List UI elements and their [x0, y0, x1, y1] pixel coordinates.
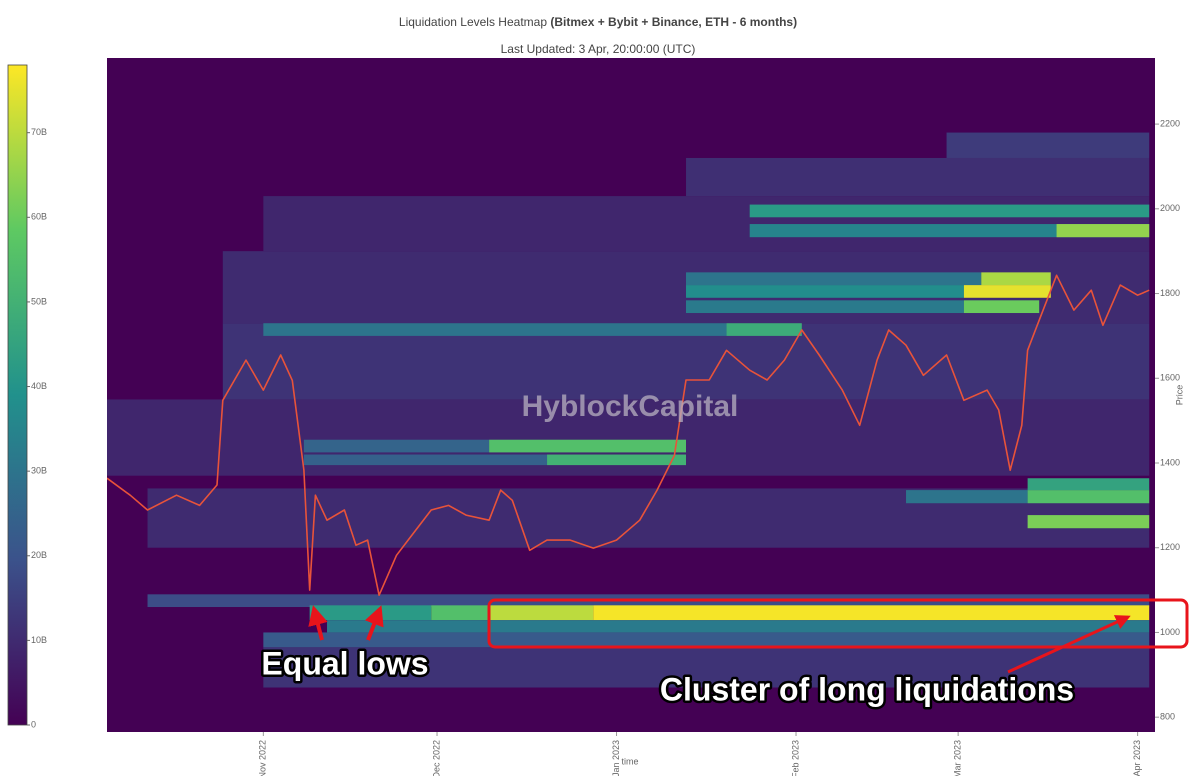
heatmap-cell — [263, 647, 1150, 688]
heatmap-cell — [726, 323, 802, 336]
colorbar-tick-label: 40B — [31, 381, 47, 391]
heatmap-cell — [963, 285, 1051, 298]
heatmap-cell — [1056, 224, 1150, 238]
colorbar — [7, 64, 28, 726]
plot-area — [107, 58, 1155, 732]
heatmap-cell — [489, 605, 594, 621]
y-tick-label: 1200 — [1160, 542, 1180, 552]
heatmap-cell — [1027, 490, 1150, 504]
heatmap-cell — [946, 132, 1150, 158]
heatmap-cell — [686, 285, 964, 298]
x-tick-label: Mar 2023 — [953, 740, 963, 776]
y-tick-label: 1600 — [1160, 373, 1180, 383]
heatmap-cell — [547, 454, 687, 466]
heatmap-cell — [309, 605, 432, 621]
heatmap-cell — [593, 605, 1150, 621]
y-axis-label: Price — [1174, 385, 1184, 406]
y-tick-label: 1800 — [1160, 288, 1180, 298]
colorbar-tick-label: 50B — [31, 296, 47, 306]
x-tick-label: Apr 2023 — [1132, 740, 1142, 776]
subtitle: Last Updated: 3 Apr, 20:00:00 (UTC) — [501, 42, 696, 56]
heatmap-cell — [303, 454, 548, 466]
heatmap-cell — [981, 272, 1051, 286]
arrow — [1007, 615, 1131, 674]
heatmap-cell — [1027, 478, 1150, 491]
heatmap-cell — [263, 196, 1150, 252]
y-tick-label: 1400 — [1160, 457, 1180, 467]
heatmap-cell — [263, 632, 1150, 648]
x-tick-label: Dec 2022 — [431, 740, 441, 776]
x-tick-label: Feb 2023 — [790, 740, 800, 776]
colorbar-tick-label: 60B — [31, 212, 47, 222]
x-axis-label: time — [621, 756, 638, 766]
price-line — [107, 274, 1150, 597]
x-tick-label: Jan 2023 — [611, 740, 621, 776]
heatmap-cell — [1027, 515, 1150, 529]
heatmap-cell — [489, 439, 687, 453]
overlay: 800 1000 1200 1400 1600 1800 2000 2200 Nov 2022 D… — [27, 118, 1180, 776]
annotation: Equal lows — [261, 645, 428, 681]
heatmap-cell — [686, 300, 964, 314]
y-tick-label: 800 — [1160, 712, 1175, 722]
arrow — [364, 605, 384, 641]
x-tick-label: Nov 2022 — [258, 740, 268, 776]
heatmap-cell — [906, 490, 1028, 504]
colorbar-tick-label: 20B — [31, 550, 47, 560]
colorbar-tick-label: 70B — [31, 127, 47, 137]
heatmap-cell — [686, 157, 1150, 197]
title-main: Liquidation Levels Heatmap — [399, 15, 547, 29]
y-tick-label: 1000 — [1160, 627, 1180, 637]
chart-title: Liquidation Levels Heatmap (Bitmex + Byb… — [399, 15, 797, 29]
heatmap-cell — [263, 323, 727, 336]
heatmap-cell — [963, 300, 1040, 314]
heatmap-cell — [686, 272, 982, 286]
colorbar-tick-label: 0 — [31, 719, 36, 729]
heatmap-cell — [749, 204, 1150, 218]
heatmap-cell — [431, 605, 490, 621]
colorbar-tick-label: 10B — [31, 635, 47, 645]
watermark: HyblockCapital — [522, 390, 739, 423]
arrow — [308, 605, 328, 641]
heatmap-cell — [749, 224, 1150, 238]
annotation: Cluster of long liquidations — [660, 671, 1074, 707]
colorbar-tick-label: 30B — [31, 466, 47, 476]
highlight-box — [487, 598, 1189, 649]
heatmap-cell — [327, 620, 1150, 633]
heatmap-cell — [303, 439, 490, 453]
title-detail: (Bitmex + Bybit + Binance, ETH - 6 month… — [550, 15, 797, 29]
y-tick-label: 2000 — [1160, 203, 1180, 213]
y-tick-label: 2200 — [1160, 118, 1180, 128]
